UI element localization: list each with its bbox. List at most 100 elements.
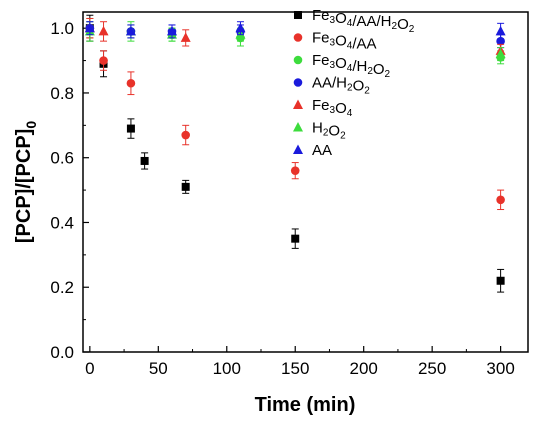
- data-point: [126, 124, 135, 133]
- series: [85, 17, 505, 211]
- legend-label-part: 2: [347, 83, 353, 94]
- series: [84, 21, 506, 62]
- legend-marker: [293, 99, 303, 109]
- data-point: [291, 234, 300, 243]
- data-point: [496, 276, 505, 285]
- data-point: [98, 25, 109, 36]
- legend-marker: [293, 55, 303, 65]
- legend-label: Fe3O4: [312, 97, 353, 119]
- legend-item: Fe3O4/AA/H2O2: [294, 7, 415, 35]
- legend-label-part: 2: [364, 86, 370, 97]
- data-point: [181, 182, 190, 191]
- legend-label-part: Fe: [312, 7, 330, 24]
- x-tick-label: 300: [486, 359, 514, 378]
- data-point: [290, 166, 300, 175]
- legend-label-part: O: [335, 10, 347, 27]
- y-axis-title-main: [PCP]/[PCP]: [13, 129, 35, 243]
- data-point: [126, 78, 136, 88]
- legend-label-part: 4: [347, 108, 353, 119]
- legend-label-part: O: [328, 123, 340, 140]
- legend-label-part: 3: [330, 15, 336, 26]
- y-tick-label: 0.6: [50, 149, 74, 168]
- legend-marker: [293, 78, 303, 87]
- legend-label-part: /AA: [352, 36, 376, 53]
- legend-label-part: 4: [347, 63, 353, 74]
- legend-item: Fe3O4/H2O2: [293, 52, 391, 80]
- legend-label-part: Fe: [312, 97, 330, 114]
- legend-label-part: O: [353, 78, 365, 95]
- data-point: [167, 25, 177, 36]
- legend: Fe3O4/AA/H2O2Fe3O4/AAFe3O4/H2O2AA/H2O2Fe…: [293, 7, 415, 159]
- data-point: [125, 25, 136, 36]
- legend-label-part: O: [335, 100, 347, 117]
- y-axis-title: [PCP]/[PCP]0: [13, 121, 39, 243]
- data-point: [180, 32, 191, 42]
- series: [84, 21, 506, 41]
- x-tick-label: 50: [149, 359, 168, 378]
- legend-label: Fe3O4/AA/H2O2: [312, 7, 415, 35]
- legend-item: Fe3O4: [293, 97, 353, 119]
- legend-label-part: AA/H: [312, 75, 347, 92]
- data-point: [140, 156, 149, 165]
- legend-label: Fe3O4/H2O2: [312, 52, 391, 80]
- legend-label-part: 2: [392, 21, 398, 32]
- legend-label-part: 2: [385, 69, 391, 80]
- legend-item: Fe3O4/AA: [293, 30, 377, 53]
- y-tick-label: 0.2: [50, 278, 74, 297]
- legend-label-part: AA: [312, 142, 332, 159]
- y-tick-label: 0.4: [50, 213, 74, 232]
- y-tick-label: 1.0: [50, 19, 74, 38]
- legend-label: H2O2: [312, 120, 346, 142]
- data-marks: [84, 14, 506, 293]
- legend-label-part: 2: [367, 66, 373, 77]
- legend-label-part: 3: [330, 38, 336, 49]
- legend-label-part: Fe: [312, 30, 330, 47]
- legend-label: AA: [312, 142, 332, 159]
- legend-label-part: 3: [330, 105, 336, 116]
- data-point: [495, 48, 506, 59]
- legend-label-part: /H: [352, 58, 367, 75]
- x-tick-label: 150: [281, 359, 309, 378]
- x-tick-label: 200: [350, 359, 378, 378]
- legend-item: AA: [293, 142, 332, 159]
- data-point: [496, 36, 505, 46]
- plot-frame: [82, 11, 529, 353]
- x-tick-label: 100: [213, 359, 241, 378]
- legend-label-part: 2: [340, 131, 346, 142]
- legend-label-part: 4: [347, 18, 353, 29]
- y-axis-title-subscript: 0: [23, 121, 39, 129]
- data-point: [495, 25, 506, 36]
- data-point: [181, 130, 190, 140]
- legend-label-part: 2: [323, 128, 329, 139]
- legend-marker: [293, 122, 303, 132]
- plot-area: 0 50 100 150 200 250 300 0.0 0.2 0.4 0.6 0.8 1.0: [50, 11, 529, 378]
- legend-label-part: 2: [409, 24, 415, 35]
- legend-label-part: O: [397, 16, 409, 33]
- legend-label: AA/H2O2: [312, 75, 370, 97]
- legend-label-part: O: [335, 55, 347, 72]
- legend-label-part: 3: [330, 60, 336, 71]
- legend-label-part: O: [335, 33, 347, 50]
- x-axis-title: Time (min): [255, 394, 356, 416]
- y-tick-label: 0.0: [50, 343, 74, 362]
- legend-marker: [294, 11, 302, 19]
- data-point: [496, 195, 505, 205]
- legend-label-part: /AA/H: [352, 13, 391, 30]
- legend-label-part: 4: [347, 41, 353, 52]
- legend-label-part: H: [312, 120, 323, 137]
- data-point: [84, 22, 95, 33]
- x-tick-label: 250: [418, 359, 446, 378]
- y-tick-label: 0.8: [50, 84, 74, 103]
- data-point: [235, 22, 246, 33]
- axis-ticks: 0 50 100 150 200 250 300 0.0 0.2 0.4 0.6 0.8 1.0: [50, 19, 514, 378]
- legend-marker: [293, 144, 303, 154]
- x-tick-label: 0: [85, 359, 94, 378]
- legend-label-part: Fe: [312, 52, 330, 69]
- legend-label: Fe3O4/AA: [312, 30, 377, 53]
- legend-item: H2O2: [293, 120, 346, 142]
- legend-marker: [293, 33, 303, 42]
- data-point: [99, 56, 108, 65]
- legend-label-part: O: [373, 61, 385, 78]
- legend-item: AA/H2O2: [293, 75, 370, 97]
